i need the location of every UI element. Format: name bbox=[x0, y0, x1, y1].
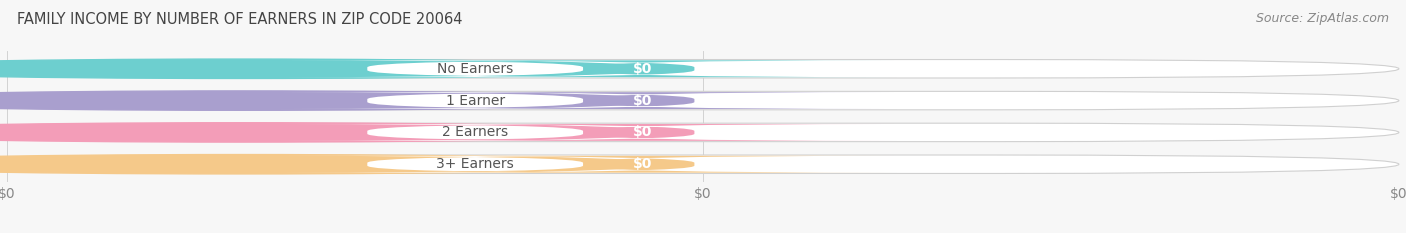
FancyBboxPatch shape bbox=[388, 156, 896, 173]
FancyBboxPatch shape bbox=[277, 60, 673, 77]
Circle shape bbox=[0, 123, 664, 142]
Circle shape bbox=[0, 154, 664, 174]
FancyBboxPatch shape bbox=[388, 60, 896, 77]
FancyBboxPatch shape bbox=[7, 123, 1399, 142]
FancyBboxPatch shape bbox=[7, 91, 1399, 110]
FancyBboxPatch shape bbox=[388, 124, 896, 141]
Text: FAMILY INCOME BY NUMBER OF EARNERS IN ZIP CODE 20064: FAMILY INCOME BY NUMBER OF EARNERS IN ZI… bbox=[17, 12, 463, 27]
FancyBboxPatch shape bbox=[388, 92, 896, 109]
FancyBboxPatch shape bbox=[277, 156, 673, 173]
FancyBboxPatch shape bbox=[7, 155, 1399, 173]
Text: $0: $0 bbox=[633, 94, 652, 108]
Text: 1 Earner: 1 Earner bbox=[446, 94, 505, 108]
Text: 3+ Earners: 3+ Earners bbox=[436, 157, 515, 171]
Circle shape bbox=[0, 91, 664, 110]
Text: Source: ZipAtlas.com: Source: ZipAtlas.com bbox=[1256, 12, 1389, 25]
FancyBboxPatch shape bbox=[7, 60, 1399, 78]
Text: 2 Earners: 2 Earners bbox=[441, 125, 508, 139]
Circle shape bbox=[0, 59, 664, 79]
Text: No Earners: No Earners bbox=[437, 62, 513, 76]
Text: $0: $0 bbox=[633, 62, 652, 76]
Text: $0: $0 bbox=[633, 157, 652, 171]
FancyBboxPatch shape bbox=[277, 124, 673, 141]
Text: $0: $0 bbox=[633, 125, 652, 139]
FancyBboxPatch shape bbox=[277, 92, 673, 109]
